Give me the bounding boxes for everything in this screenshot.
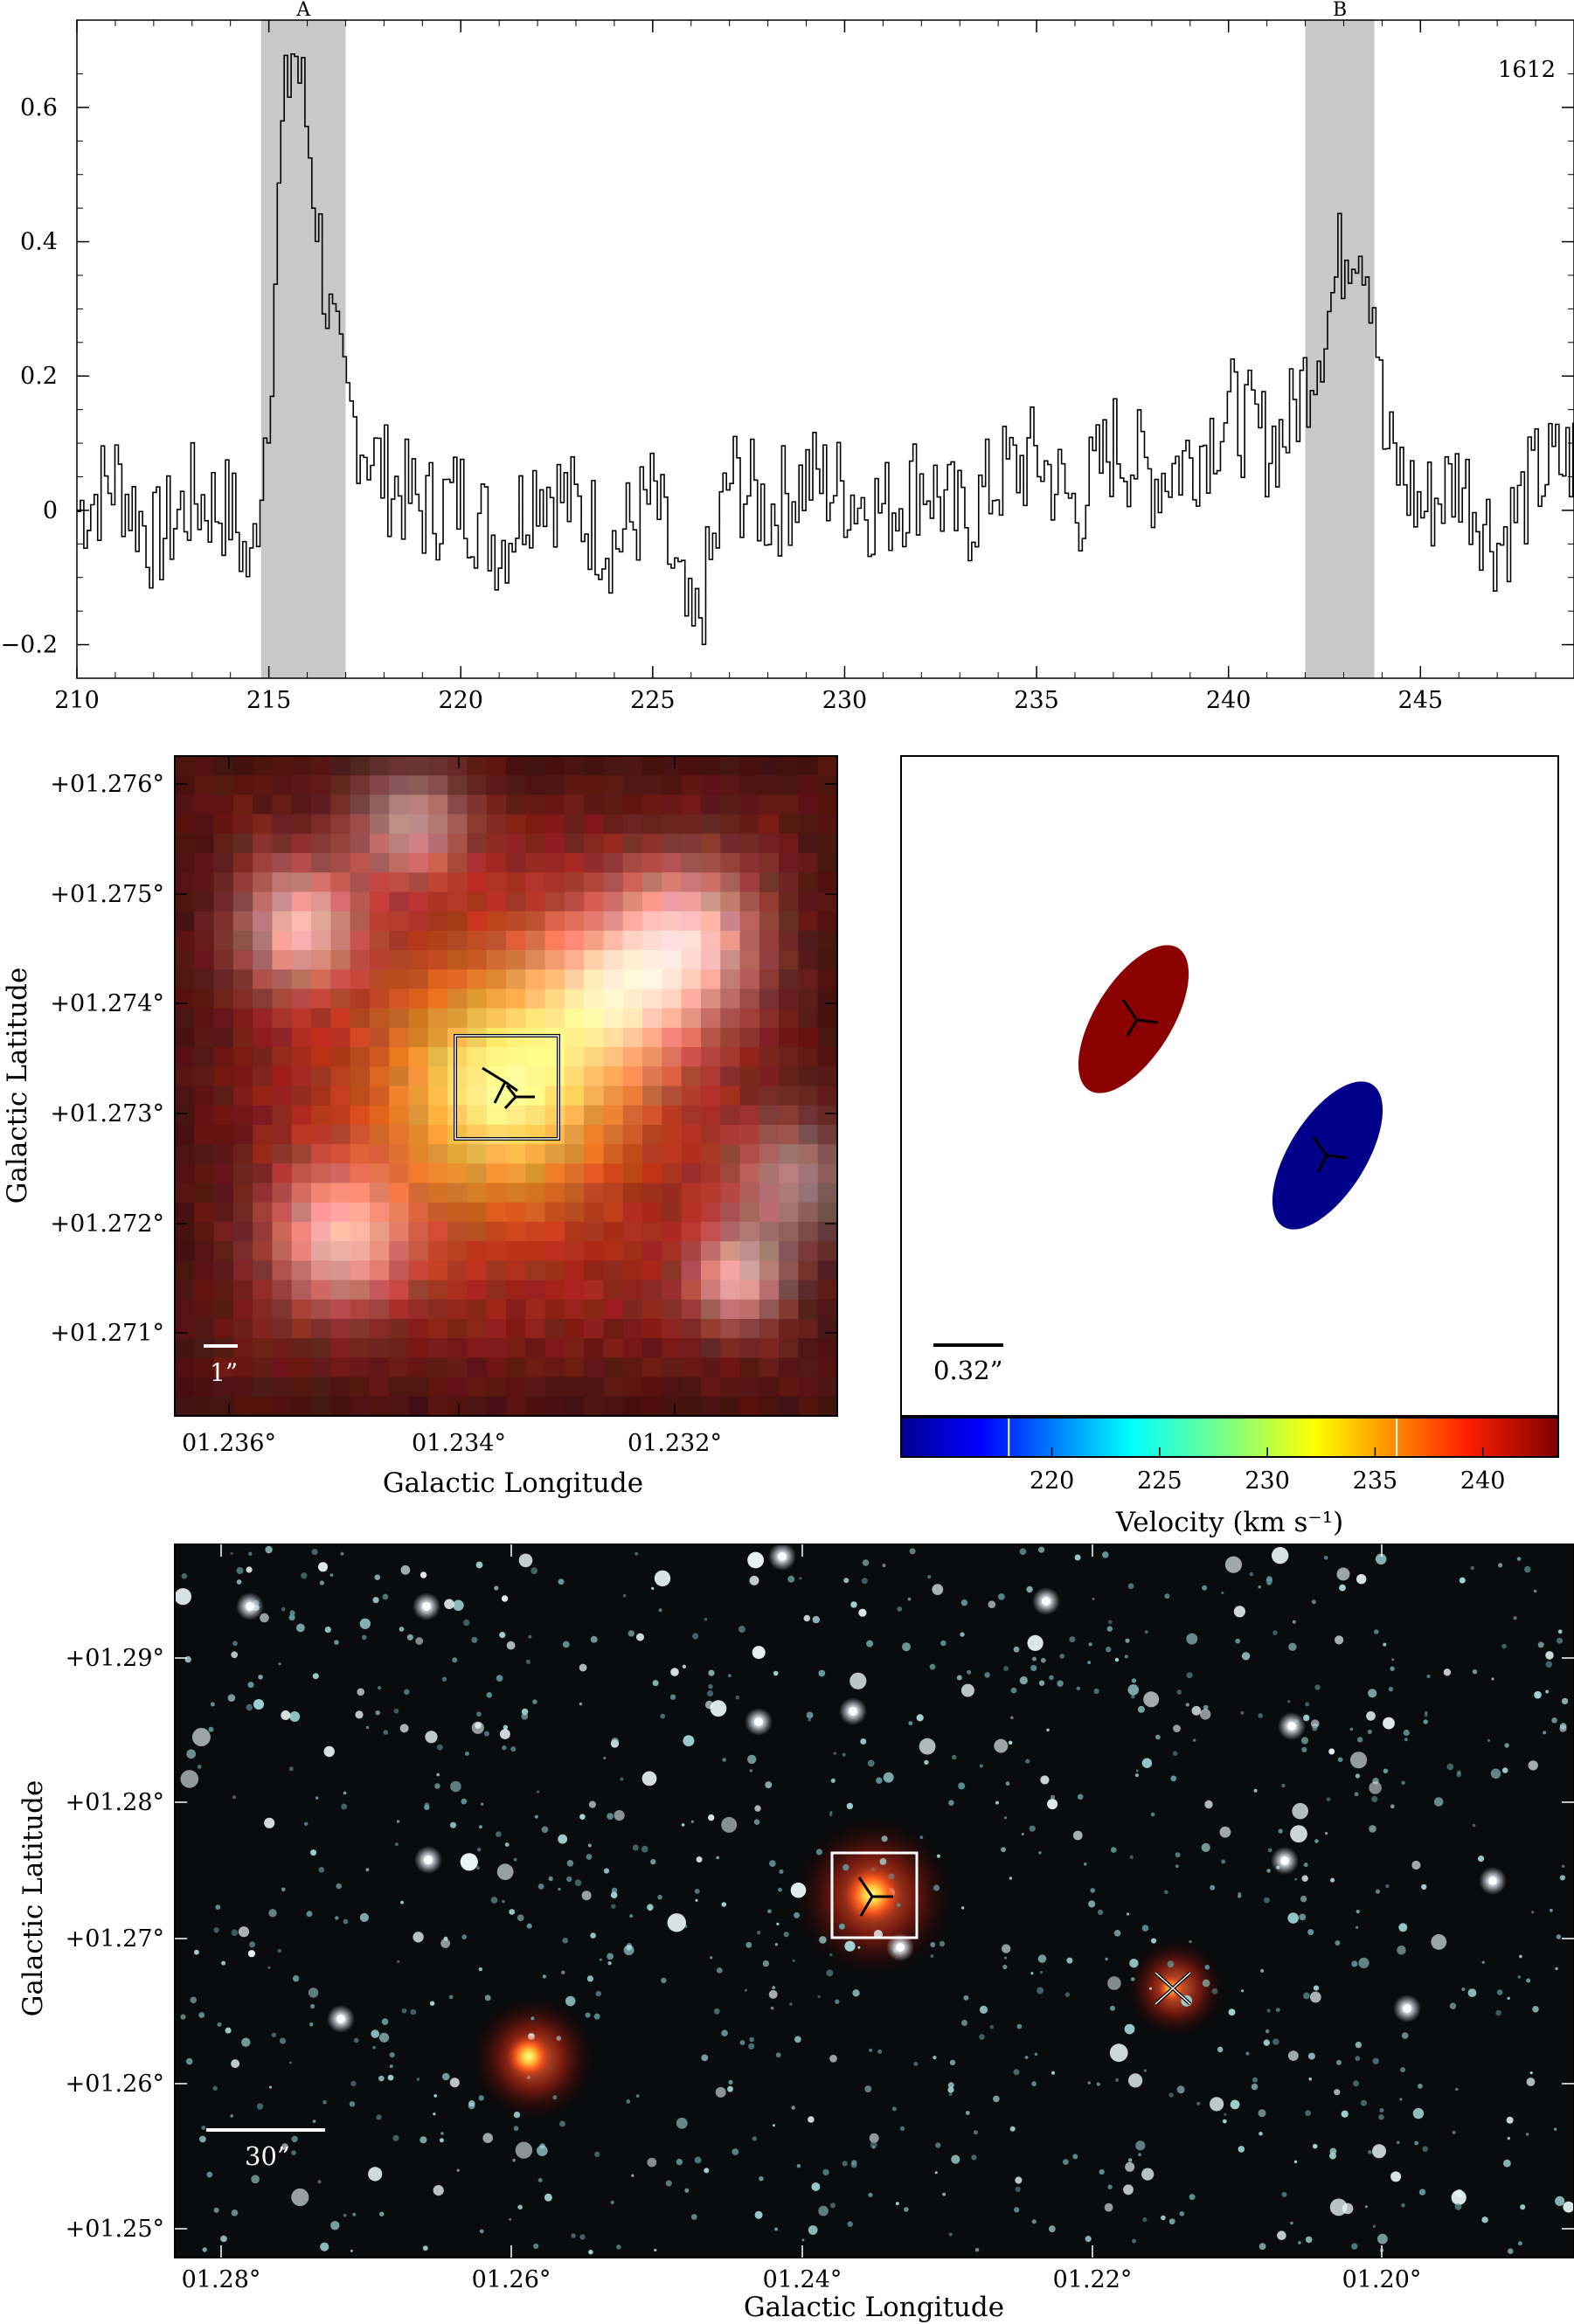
colorbar-tick-label: 230 — [1245, 1467, 1290, 1495]
field-x-tick-label: 01.26° — [472, 2266, 551, 2293]
zoom-x-tick-label: 01.232° — [628, 1430, 722, 1457]
zoom-y-tick-label: +01.276° — [50, 771, 164, 798]
field-y-ticks: +01.29° +01.28° +01.27° +01.26° +01.25° — [66, 1645, 1574, 2243]
field-y-tick-label: +01.25° — [66, 2216, 164, 2243]
spectrum-line — [77, 52, 1574, 646]
maser-marker-icon — [482, 1066, 535, 1110]
region-b-label: B — [1333, 0, 1347, 21]
zoom-scalebar-label: 1” — [210, 1358, 238, 1387]
zoom-x-tick-label: 01.236° — [182, 1430, 276, 1457]
field-x-tick-label: 01.20° — [1342, 2266, 1422, 2293]
spectrum-y-tick-label: 0.2 — [20, 363, 58, 390]
zoom-y-ticks: +01.276° +01.275° +01.274° +01.273° +01.272°… — [50, 771, 837, 1347]
maser-frame — [900, 755, 1559, 1417]
field-x-axis-label: Galactic Longitude — [744, 2292, 1004, 2323]
maser-marker-icon — [1121, 999, 1348, 1173]
zoom-y-tick-label: +01.273° — [50, 1100, 164, 1127]
colorbar-tick-label: 220 — [1030, 1467, 1075, 1495]
zoom-y-tick-label: +01.274° — [50, 990, 164, 1017]
zoom-x-ticks: 01.236° 01.234° 01.232° — [182, 756, 722, 1457]
colorbar-tick-label: 240 — [1460, 1467, 1506, 1495]
zoom-x-axis-label: Galactic Longitude — [383, 1467, 643, 1499]
field-maser-marker-icon — [857, 1877, 893, 1917]
maser-spot-panel: 0.32” 220 225 230 235 240 Velocity (km s⁻¹) — [900, 755, 1559, 1538]
zoom-y-tick-label: +01.275° — [50, 881, 164, 908]
velocity-regions — [260, 20, 1375, 678]
spectrum-panel: 210 215 220 225 230 235 240 245 −0.200.20.40.6 … — [0, 0, 1574, 714]
field-x-tick-label: 01.22° — [1053, 2266, 1133, 2293]
maser-scalebar-label: 0.32” — [933, 1356, 1002, 1385]
zoom-x-tick-label: 01.234° — [412, 1430, 506, 1457]
field-y-axis-label: Galactic Latitude — [17, 1780, 49, 2017]
spectrum-y-tick-label: 0 — [43, 497, 58, 524]
field-frame — [174, 1544, 1574, 2258]
spectrum-x-tick-label: 235 — [1014, 687, 1059, 714]
field-y-tick-label: +01.29° — [66, 1645, 164, 1672]
spectrum-x-tick-label: 225 — [630, 687, 676, 714]
spectrum-y-tick-label: −0.2 — [0, 632, 58, 659]
zoom-y-tick-label: +01.271° — [50, 1320, 164, 1347]
field-y-tick-label: +01.28° — [66, 1789, 164, 1816]
region-b-band — [1305, 20, 1375, 678]
spectrum-y-ticks: −0.2 0 0.2 0.4 0.6 — [0, 73, 1574, 659]
spectrum-x-tick-label: 210 — [54, 687, 100, 714]
spectrum-y-tick-label: 0.4 — [20, 229, 58, 256]
zoom-frame — [174, 755, 838, 1417]
field-y-tick-label: +01.26° — [66, 2071, 164, 2098]
spectrum-x-ticks: 210 215 220 225 230 235 240 245 — [54, 20, 1574, 714]
zoom-image-panel: 1” +01.276°+01.275°+01.274°+01.273°+01.2… — [2, 755, 838, 1499]
spectrum-y-tick-label: 0.6 — [20, 94, 58, 121]
colorbar-tick-label: 235 — [1353, 1467, 1398, 1495]
colorbar-ticks: 220 225 230 235 240 — [1008, 1419, 1506, 1495]
field-y-tick-label: +01.27° — [66, 1925, 164, 1953]
region-a-label: A — [295, 0, 311, 21]
field-image-panel: 30” +01.29°+01.28°+01.27°+01.26°+01.25° … — [17, 1543, 1574, 2323]
colorbar-label: Velocity (km s⁻¹) — [1115, 1507, 1344, 1538]
spectrum-x-tick-label: 230 — [822, 687, 868, 714]
spectrum-x-tick-label: 240 — [1206, 687, 1252, 714]
colorbar-tick-label: 225 — [1137, 1467, 1182, 1495]
field-scalebar-label: 30” — [245, 2141, 290, 2171]
velocity-colorbar — [900, 1417, 1559, 1458]
field-x-tick-label: 01.24° — [763, 2266, 842, 2293]
spectrum-frequency-label: 1612 — [1498, 57, 1556, 83]
spectrum-x-tick-label: 245 — [1398, 687, 1444, 714]
field-target-box — [830, 1851, 919, 1939]
zoom-image — [175, 756, 838, 1417]
field-x-tick-label: 01.28° — [182, 2266, 261, 2293]
maser-spot-red — [1078, 945, 1189, 1093]
field-x-ticks: 01.28° 01.26° 01.24° 01.22° 01.20° — [182, 1544, 1422, 2293]
spectrum-x-tick-label: 215 — [246, 687, 292, 714]
spectrum-x-tick-label: 220 — [438, 687, 483, 714]
spectrum-frame — [76, 19, 1574, 679]
zoom-y-tick-label: +01.272° — [50, 1211, 164, 1238]
zoom-y-axis-label: Galactic Latitude — [2, 968, 33, 1204]
region-a-band — [260, 20, 346, 678]
field-image — [174, 1543, 1574, 2255]
